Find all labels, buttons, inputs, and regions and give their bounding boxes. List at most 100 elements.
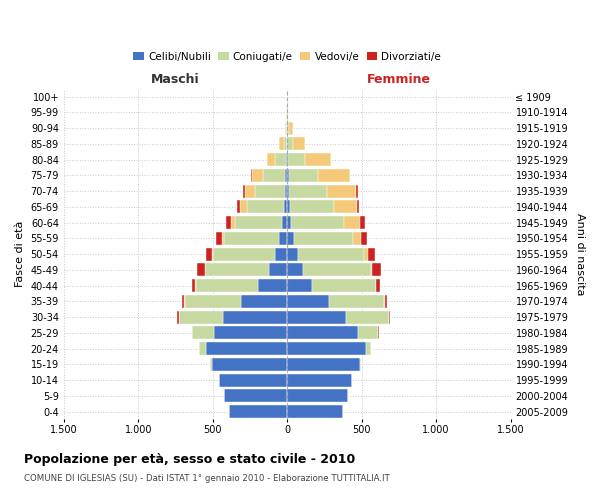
Bar xyxy=(353,232,361,245)
Bar xyxy=(223,310,287,324)
Bar xyxy=(275,153,286,166)
Bar xyxy=(216,232,222,245)
Bar xyxy=(368,248,375,260)
Bar xyxy=(289,169,318,182)
Bar xyxy=(287,200,290,213)
Bar xyxy=(210,358,212,371)
Bar xyxy=(287,216,292,229)
Bar xyxy=(303,264,371,276)
Bar xyxy=(252,169,263,182)
Bar xyxy=(329,295,385,308)
Bar xyxy=(263,169,286,182)
Bar xyxy=(385,295,387,308)
Bar xyxy=(279,232,287,245)
Bar xyxy=(256,184,284,198)
Bar xyxy=(287,310,346,324)
Bar xyxy=(287,295,329,308)
Bar xyxy=(334,200,358,213)
Bar xyxy=(287,169,289,182)
Bar xyxy=(205,264,269,276)
Bar xyxy=(224,232,279,245)
Bar xyxy=(206,342,287,355)
Bar xyxy=(284,122,286,134)
Bar xyxy=(356,184,358,198)
Bar xyxy=(373,264,381,276)
Bar xyxy=(358,326,379,340)
Bar xyxy=(287,390,348,402)
Bar xyxy=(284,138,287,150)
Bar xyxy=(346,310,389,324)
Bar xyxy=(360,216,365,229)
Bar xyxy=(358,200,359,213)
Bar xyxy=(212,358,287,371)
Bar xyxy=(361,232,367,245)
Bar xyxy=(241,295,287,308)
Bar xyxy=(287,138,293,150)
Bar xyxy=(287,153,288,166)
Bar xyxy=(360,358,361,371)
Bar xyxy=(269,264,287,276)
Bar xyxy=(287,184,289,198)
Bar xyxy=(318,169,350,182)
Bar xyxy=(344,216,360,229)
Bar xyxy=(287,279,312,292)
Bar xyxy=(196,279,258,292)
Bar xyxy=(192,326,214,340)
Bar xyxy=(182,295,184,308)
Bar xyxy=(258,279,287,292)
Bar xyxy=(235,216,282,229)
Bar xyxy=(286,169,287,182)
Text: Maschi: Maschi xyxy=(151,74,200,86)
Bar xyxy=(389,310,390,324)
Bar xyxy=(178,310,179,324)
Bar xyxy=(237,200,240,213)
Bar xyxy=(287,405,343,418)
Bar xyxy=(289,184,328,198)
Bar xyxy=(287,122,289,134)
Bar xyxy=(206,248,212,260)
Bar xyxy=(284,200,287,213)
Bar xyxy=(226,216,231,229)
Bar xyxy=(287,358,360,371)
Bar xyxy=(286,122,287,134)
Bar xyxy=(280,138,284,150)
Bar xyxy=(179,310,223,324)
Bar xyxy=(366,342,371,355)
Bar xyxy=(290,200,334,213)
Bar xyxy=(293,138,305,150)
Bar xyxy=(247,200,284,213)
Bar xyxy=(298,248,364,260)
Bar xyxy=(213,248,275,260)
Bar xyxy=(292,216,344,229)
Bar xyxy=(294,232,353,245)
Text: Popolazione per età, sesso e stato civile - 2010: Popolazione per età, sesso e stato civil… xyxy=(24,452,355,466)
Bar xyxy=(212,248,213,260)
Bar xyxy=(287,264,303,276)
Bar xyxy=(251,169,252,182)
Bar xyxy=(284,184,287,198)
Bar xyxy=(245,184,256,198)
Bar xyxy=(305,153,331,166)
Bar xyxy=(312,279,376,292)
Bar xyxy=(220,374,287,386)
Y-axis label: Fasce di età: Fasce di età xyxy=(15,221,25,288)
Bar xyxy=(282,216,287,229)
Bar xyxy=(328,184,356,198)
Bar xyxy=(240,200,247,213)
Y-axis label: Anni di nascita: Anni di nascita xyxy=(575,213,585,296)
Bar xyxy=(197,264,205,276)
Bar xyxy=(287,326,358,340)
Bar xyxy=(199,342,206,355)
Legend: Celibi/Nubili, Coniugati/e, Vedovi/e, Divorziati/e: Celibi/Nubili, Coniugati/e, Vedovi/e, Di… xyxy=(129,48,445,66)
Text: COMUNE DI IGLESIAS (SU) - Dati ISTAT 1° gennaio 2010 - Elaborazione TUTTITALIA.I: COMUNE DI IGLESIAS (SU) - Dati ISTAT 1° … xyxy=(24,474,390,483)
Bar xyxy=(289,122,293,134)
Bar xyxy=(222,232,224,245)
Bar xyxy=(364,248,368,260)
Bar xyxy=(287,342,366,355)
Bar xyxy=(288,153,305,166)
Bar xyxy=(214,326,287,340)
Bar xyxy=(224,390,287,402)
Bar xyxy=(229,405,287,418)
Bar xyxy=(371,264,373,276)
Bar xyxy=(287,106,289,119)
